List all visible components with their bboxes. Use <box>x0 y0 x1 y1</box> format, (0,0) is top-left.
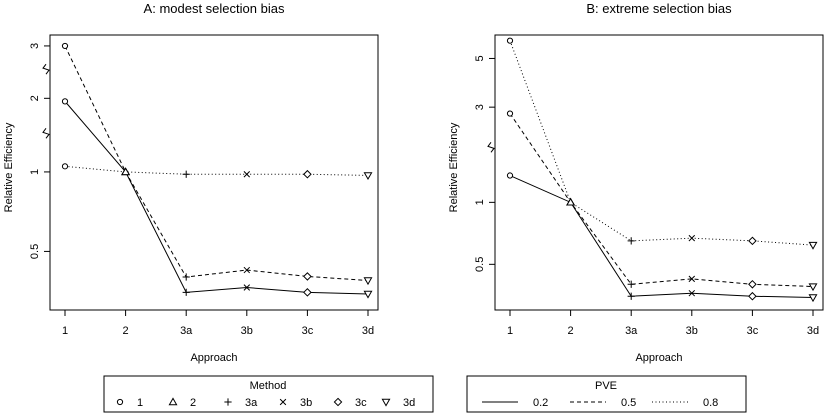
plot-frame <box>494 34 824 311</box>
data-point-3d <box>363 277 373 286</box>
chart-title: B: extreme selection bias <box>586 1 732 16</box>
legend-box <box>103 375 434 413</box>
axis-break-mark <box>42 63 50 75</box>
legend-item-label: 1 <box>137 397 143 409</box>
data-point-3d <box>363 172 373 181</box>
data-point-3d <box>808 294 818 303</box>
data-point-1 <box>506 172 514 179</box>
legend-pve: PVE 0.2 0.5 0.8 <box>466 375 747 413</box>
data-point-3a <box>627 280 635 288</box>
legend-title: PVE <box>595 380 617 392</box>
x-tick-label: 3a <box>625 325 638 337</box>
data-point-3a <box>182 288 190 296</box>
x-tick-label: 3b <box>241 325 253 337</box>
data-point-1 <box>506 37 514 44</box>
x-axis-label: Approach <box>635 352 682 364</box>
legend-symbol-triangle <box>168 397 178 406</box>
x-tick-label: 1 <box>62 325 68 337</box>
data-point-3b <box>688 289 696 297</box>
y-tick-label: 1 <box>29 169 41 175</box>
data-point-3c <box>748 279 757 289</box>
y-tick-label: 0.5 <box>474 257 486 272</box>
legend-symbol-diamond <box>333 397 343 407</box>
y-tick-label: 3 <box>474 104 486 110</box>
x-tick-label: 2 <box>568 325 574 337</box>
legend-item-label: 0.2 <box>533 397 548 409</box>
data-point-3a <box>627 237 635 245</box>
legend-item-label: 3c <box>355 397 367 409</box>
y-tick-label: 1 <box>474 199 486 205</box>
data-point-3c <box>303 169 312 179</box>
y-tick-label: 5 <box>474 55 486 61</box>
plot-frame <box>49 34 379 311</box>
legend-box <box>466 375 747 413</box>
data-point-1 <box>506 110 514 117</box>
legend-item-label: 3b <box>300 397 312 409</box>
legend-method: Method 1 2 3a 3b 3c 3d <box>103 375 434 413</box>
x-tick-label: 3b <box>686 325 698 337</box>
legend-symbol-triangle-down <box>381 398 391 407</box>
y-tick-label: 3 <box>29 43 41 49</box>
legend-item-label: 0.5 <box>621 397 636 409</box>
y-tick-label: 0.5 <box>29 244 41 259</box>
legend-symbol-plus <box>224 398 232 406</box>
data-point-3d <box>808 241 818 250</box>
x-tick-label: 3d <box>807 325 819 337</box>
data-point-3a <box>182 170 190 178</box>
panel-b: B: extreme selection bias 1 2 3a 3b 3c 3d Appro… <box>448 1 824 364</box>
data-point-2 <box>566 197 576 206</box>
x-tick-label: 3d <box>362 325 374 337</box>
y-axis-label: Relative Efficiency <box>448 122 460 212</box>
data-point-3b <box>688 275 696 283</box>
axis-break-mark <box>487 142 495 153</box>
series-line-pve-0.8 <box>64 165 369 176</box>
series-line-pve-0.2 <box>509 175 814 299</box>
x-tick-label: 3c <box>747 325 759 337</box>
x-tick-label: 2 <box>123 325 129 337</box>
legend-item-label: 3d <box>403 397 415 409</box>
series-line-pve-0.5 <box>64 45 369 281</box>
data-point-3a <box>182 273 190 281</box>
legend-item-label: 3a <box>245 397 258 409</box>
data-point-2 <box>121 167 131 176</box>
data-point-3b <box>243 171 251 178</box>
series-line-pve-0.2 <box>64 101 369 295</box>
x-axis-label: Approach <box>190 352 237 364</box>
legend-item-label: 2 <box>190 397 196 409</box>
data-point-1 <box>61 42 69 50</box>
y-tick-label: 2 <box>29 95 41 101</box>
data-point-3c <box>748 291 757 301</box>
legend-symbol-circle <box>116 398 124 406</box>
data-point-3a <box>627 292 635 300</box>
data-point-3c <box>303 288 312 297</box>
data-point-3b <box>243 266 251 274</box>
chart-title: A: modest selection bias <box>144 1 285 16</box>
data-point-3c <box>303 272 312 281</box>
series-line-pve-0.5 <box>509 113 814 288</box>
x-tick-label: 1 <box>507 325 513 337</box>
y-axis-label: Relative Efficiency <box>3 122 15 212</box>
panel-a: A: modest selection bias 1 2 3a 3b 3c 3d Approa… <box>3 1 379 364</box>
data-point-3c <box>748 236 757 246</box>
series-line-pve-0.8 <box>509 40 814 246</box>
data-point-3b <box>688 234 696 242</box>
data-point-3b <box>243 284 251 291</box>
data-point-3d <box>808 283 818 292</box>
data-point-1 <box>61 163 69 170</box>
legend-item-label: 0.8 <box>703 397 718 409</box>
axis-break-mark <box>42 128 50 139</box>
data-point-3d <box>363 290 373 299</box>
x-tick-label: 3a <box>180 325 193 337</box>
data-point-1 <box>61 98 69 105</box>
x-tick-label: 3c <box>302 325 314 337</box>
legend-title: Method <box>250 380 287 392</box>
legend-symbol-cross <box>279 398 287 406</box>
